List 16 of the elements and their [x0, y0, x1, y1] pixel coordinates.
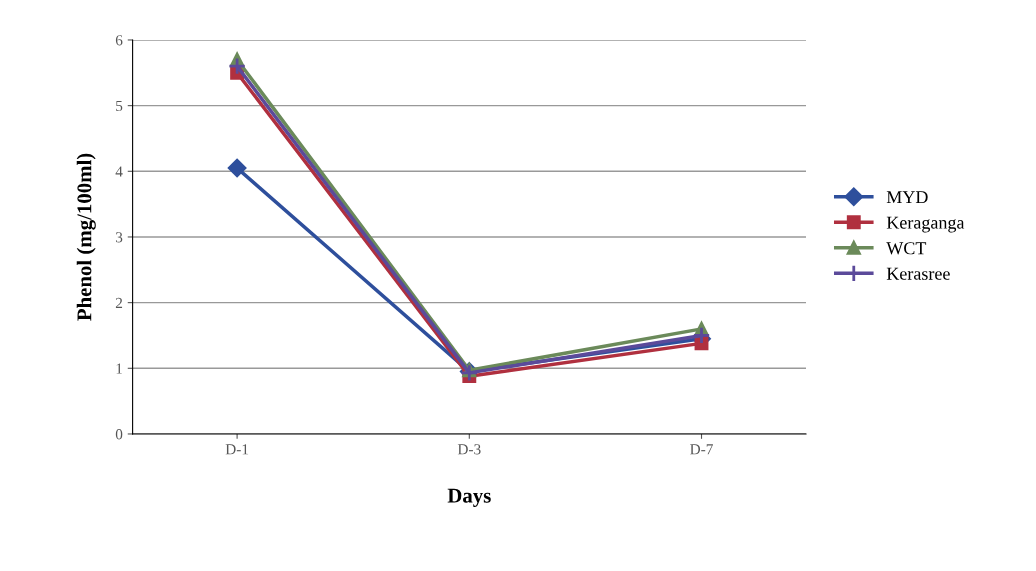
x-tick-label: D-3: [457, 444, 481, 455]
y-axis-title: Phenol (mg/100ml): [76, 153, 96, 321]
legend-label: Keraganga: [886, 216, 965, 233]
legend-label: WCT: [886, 242, 927, 255]
legend-label: Kerasree: [886, 267, 950, 280]
x-axis-title: Days: [447, 488, 491, 507]
legend-label: MYD: [886, 191, 928, 204]
y-tick-label: 5: [116, 100, 123, 112]
y-tick-label: 2: [115, 297, 123, 308]
y-tick-label: 3: [115, 232, 123, 243]
y-tick-label: 6: [115, 35, 123, 46]
y-tick-label: 4: [115, 166, 123, 177]
x-tick-label: D-1: [225, 444, 249, 455]
y-tick-label: 0: [115, 429, 123, 440]
y-tick-label: 1: [116, 363, 122, 374]
x-tick-label: D-7: [690, 444, 713, 455]
